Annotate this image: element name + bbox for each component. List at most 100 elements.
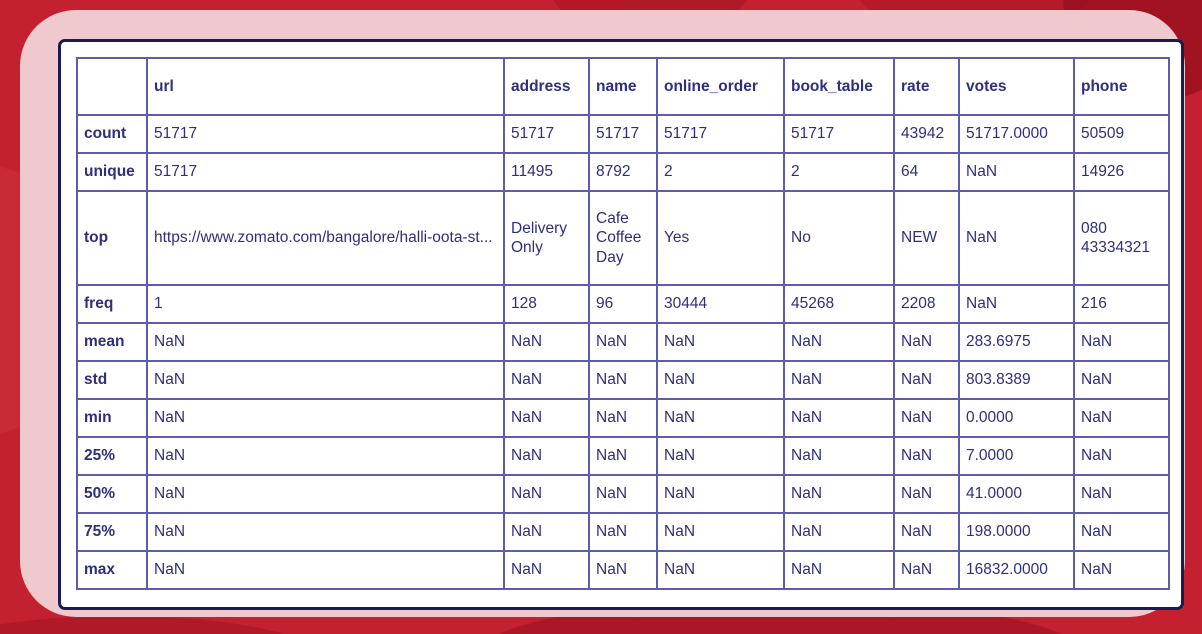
cell-top-address: Delivery Only <box>503 190 590 286</box>
cell-min-url: NaN <box>146 398 505 438</box>
cell-50-online-order: NaN <box>656 474 785 514</box>
cell-unique-votes: NaN <box>958 152 1075 192</box>
row-label-mean: mean <box>76 322 148 362</box>
cell-25-rate: NaN <box>893 436 960 476</box>
cell-75-name: NaN <box>588 512 658 552</box>
cell-max-name: NaN <box>588 550 658 590</box>
cell-25-book-table: NaN <box>783 436 895 476</box>
cell-min-address: NaN <box>503 398 590 438</box>
table-row-mean: mean NaN NaN NaN NaN NaN NaN 283.6975 NaN <box>76 322 1170 362</box>
cell-75-votes: 198.0000 <box>958 512 1075 552</box>
row-label-top: top <box>76 190 148 286</box>
describe-table: url address name online_order book_table rate… <box>76 57 1170 590</box>
table-row-freq: freq 1 128 96 30444 45268 2208 NaN 216 <box>76 284 1170 324</box>
cell-75-phone: NaN <box>1073 512 1170 552</box>
cell-mean-phone: NaN <box>1073 322 1170 362</box>
cell-mean-book-table: NaN <box>783 322 895 362</box>
cell-max-book-table: NaN <box>783 550 895 590</box>
cell-std-rate: NaN <box>893 360 960 400</box>
cell-freq-book-table: 45268 <box>783 284 895 324</box>
cell-std-votes: 803.8389 <box>958 360 1075 400</box>
cell-max-online-order: NaN <box>656 550 785 590</box>
cell-top-votes: NaN <box>958 190 1075 286</box>
row-label-75: 75% <box>76 512 148 552</box>
cell-75-online-order: NaN <box>656 512 785 552</box>
cell-unique-phone: 14926 <box>1073 152 1170 192</box>
row-label-std: std <box>76 360 148 400</box>
table-row-min: min NaN NaN NaN NaN NaN NaN 0.0000 NaN <box>76 398 1170 438</box>
cell-count-phone: 50509 <box>1073 114 1170 154</box>
cell-25-name: NaN <box>588 436 658 476</box>
table-row-unique: unique 51717 11495 8792 2 2 64 NaN 14926 <box>76 152 1170 192</box>
cell-25-online-order: NaN <box>656 436 785 476</box>
cell-count-rate: 43942 <box>893 114 960 154</box>
table-header: url address name online_order book_table rate… <box>76 57 1170 116</box>
row-label-unique: unique <box>76 152 148 192</box>
cell-unique-url: 51717 <box>146 152 505 192</box>
cell-min-phone: NaN <box>1073 398 1170 438</box>
cell-50-book-table: NaN <box>783 474 895 514</box>
cell-unique-rate: 64 <box>893 152 960 192</box>
cell-freq-url: 1 <box>146 284 505 324</box>
cell-mean-rate: NaN <box>893 322 960 362</box>
cell-unique-book-table: 2 <box>783 152 895 192</box>
cell-min-online-order: NaN <box>656 398 785 438</box>
column-header-index <box>76 57 148 116</box>
table-row-count: count 51717 51717 51717 51717 51717 43942 51717… <box>76 114 1170 154</box>
column-header-url: url <box>146 57 505 116</box>
column-header-rate: rate <box>893 57 960 116</box>
cell-count-online-order: 51717 <box>656 114 785 154</box>
cell-50-name: NaN <box>588 474 658 514</box>
cell-25-votes: 7.0000 <box>958 436 1075 476</box>
cell-top-name: Cafe Coffee Day <box>588 190 658 286</box>
row-label-25: 25% <box>76 436 148 476</box>
row-label-max: max <box>76 550 148 590</box>
cell-min-book-table: NaN <box>783 398 895 438</box>
cell-max-rate: NaN <box>893 550 960 590</box>
cell-freq-rate: 2208 <box>893 284 960 324</box>
cell-freq-phone: 216 <box>1073 284 1170 324</box>
cell-std-name: NaN <box>588 360 658 400</box>
column-header-name: name <box>588 57 658 116</box>
table-body: count 51717 51717 51717 51717 51717 43942 51717… <box>76 114 1170 590</box>
cell-std-address: NaN <box>503 360 590 400</box>
table-card: url address name online_order book_table rate… <box>58 39 1184 610</box>
cell-max-phone: NaN <box>1073 550 1170 590</box>
column-header-address: address <box>503 57 590 116</box>
column-header-online-order: online_order <box>656 57 785 116</box>
cell-max-votes: 16832.0000 <box>958 550 1075 590</box>
cell-mean-url: NaN <box>146 322 505 362</box>
row-label-freq: freq <box>76 284 148 324</box>
cell-top-url: https://www.zomato.com/bangalore/halli-o… <box>146 190 505 286</box>
cell-25-url: NaN <box>146 436 505 476</box>
cell-freq-votes: NaN <box>958 284 1075 324</box>
cell-std-book-table: NaN <box>783 360 895 400</box>
cell-std-phone: NaN <box>1073 360 1170 400</box>
cell-top-book-table: No <box>783 190 895 286</box>
cell-75-url: NaN <box>146 512 505 552</box>
cell-top-phone: 080 43334321 <box>1073 190 1170 286</box>
table-row-75: 75% NaN NaN NaN NaN NaN NaN 198.0000 NaN <box>76 512 1170 552</box>
cell-unique-name: 8792 <box>588 152 658 192</box>
table-row-50: 50% NaN NaN NaN NaN NaN NaN 41.0000 NaN <box>76 474 1170 514</box>
table-row-top: top https://www.zomato.com/bangalore/hall… <box>76 190 1170 286</box>
cell-75-rate: NaN <box>893 512 960 552</box>
cell-mean-votes: 283.6975 <box>958 322 1075 362</box>
cell-50-address: NaN <box>503 474 590 514</box>
row-label-count: count <box>76 114 148 154</box>
cell-min-name: NaN <box>588 398 658 438</box>
row-label-min: min <box>76 398 148 438</box>
row-label-50: 50% <box>76 474 148 514</box>
cell-50-url: NaN <box>146 474 505 514</box>
pink-frame: url address name online_order book_table rate… <box>20 10 1185 617</box>
cell-count-book-table: 51717 <box>783 114 895 154</box>
table-row-25: 25% NaN NaN NaN NaN NaN NaN 7.0000 NaN <box>76 436 1170 476</box>
cell-max-address: NaN <box>503 550 590 590</box>
table-row-std: std NaN NaN NaN NaN NaN NaN 803.8389 NaN <box>76 360 1170 400</box>
cell-freq-name: 96 <box>588 284 658 324</box>
column-header-votes: votes <box>958 57 1075 116</box>
cell-mean-address: NaN <box>503 322 590 362</box>
cell-min-votes: 0.0000 <box>958 398 1075 438</box>
cell-max-url: NaN <box>146 550 505 590</box>
